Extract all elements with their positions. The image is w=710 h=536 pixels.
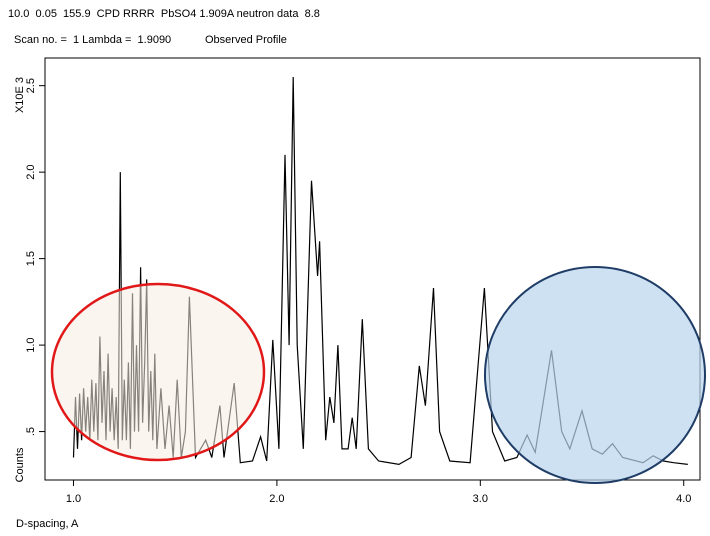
- y-tick-label: 2.0: [25, 164, 37, 179]
- subheader: Scan no. = 1 Lambda = 1.9090: [14, 34, 171, 46]
- x-tick-label: 3.0: [473, 493, 488, 505]
- x-axis-label: D-spacing, A: [16, 518, 79, 530]
- y-tick-label: 2.5: [25, 78, 37, 93]
- y-axis-label: Counts: [14, 447, 26, 482]
- chart-title: Observed Profile: [205, 34, 287, 46]
- annotation-circle: [50, 282, 266, 462]
- header: 10.0 0.05 155.9 CPD RRRR PbSO4 1.909A ne…: [8, 8, 320, 20]
- y-tick-label: 1.0: [25, 337, 37, 352]
- x-tick-label: 4.0: [676, 493, 691, 505]
- x-tick-label: 1.0: [66, 493, 81, 505]
- x-tick-label: 2.0: [269, 493, 284, 505]
- plot-frame: [44, 57, 701, 481]
- y-multiplier: X10E 3: [14, 77, 26, 113]
- y-tick-label: .5: [25, 427, 37, 436]
- y-tick-label: 1.5: [25, 251, 37, 266]
- annotation-circle: [484, 266, 706, 484]
